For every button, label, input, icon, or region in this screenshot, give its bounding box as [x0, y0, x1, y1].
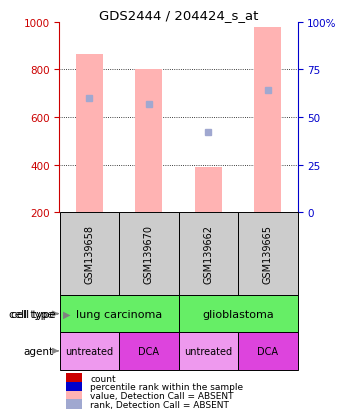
Text: rank, Detection Call = ABSENT: rank, Detection Call = ABSENT — [90, 400, 229, 409]
Text: agent: agent — [23, 346, 54, 356]
Bar — [178, 295, 298, 332]
Bar — [76, 55, 103, 213]
Text: GSM139662: GSM139662 — [203, 225, 213, 283]
Text: DCA: DCA — [257, 346, 278, 356]
Bar — [119, 332, 178, 370]
Text: glioblastoma: glioblastoma — [202, 309, 274, 319]
Text: untreated: untreated — [65, 346, 113, 356]
Bar — [59, 213, 119, 295]
Text: GSM139658: GSM139658 — [84, 225, 94, 283]
Bar — [195, 168, 222, 213]
Text: value, Detection Call = ABSENT: value, Detection Call = ABSENT — [90, 391, 234, 400]
Bar — [59, 332, 119, 370]
Bar — [135, 70, 162, 213]
Text: cell type: cell type — [9, 309, 54, 319]
Title: GDS2444 / 204424_s_at: GDS2444 / 204424_s_at — [99, 9, 258, 21]
Bar — [59, 295, 178, 332]
Text: percentile rank within the sample: percentile rank within the sample — [90, 382, 243, 392]
Text: count: count — [90, 374, 116, 382]
Bar — [178, 213, 238, 295]
Text: untreated: untreated — [184, 346, 232, 356]
Bar — [238, 332, 298, 370]
Text: lung carcinoma: lung carcinoma — [76, 309, 162, 319]
Text: ▶: ▶ — [63, 309, 70, 319]
Text: cell type: cell type — [12, 309, 56, 319]
Bar — [178, 332, 238, 370]
Bar — [119, 213, 178, 295]
Text: DCA: DCA — [138, 346, 159, 356]
Text: GSM139665: GSM139665 — [263, 225, 273, 283]
Bar — [254, 27, 281, 213]
Text: GSM139670: GSM139670 — [144, 225, 154, 283]
Bar — [238, 213, 298, 295]
